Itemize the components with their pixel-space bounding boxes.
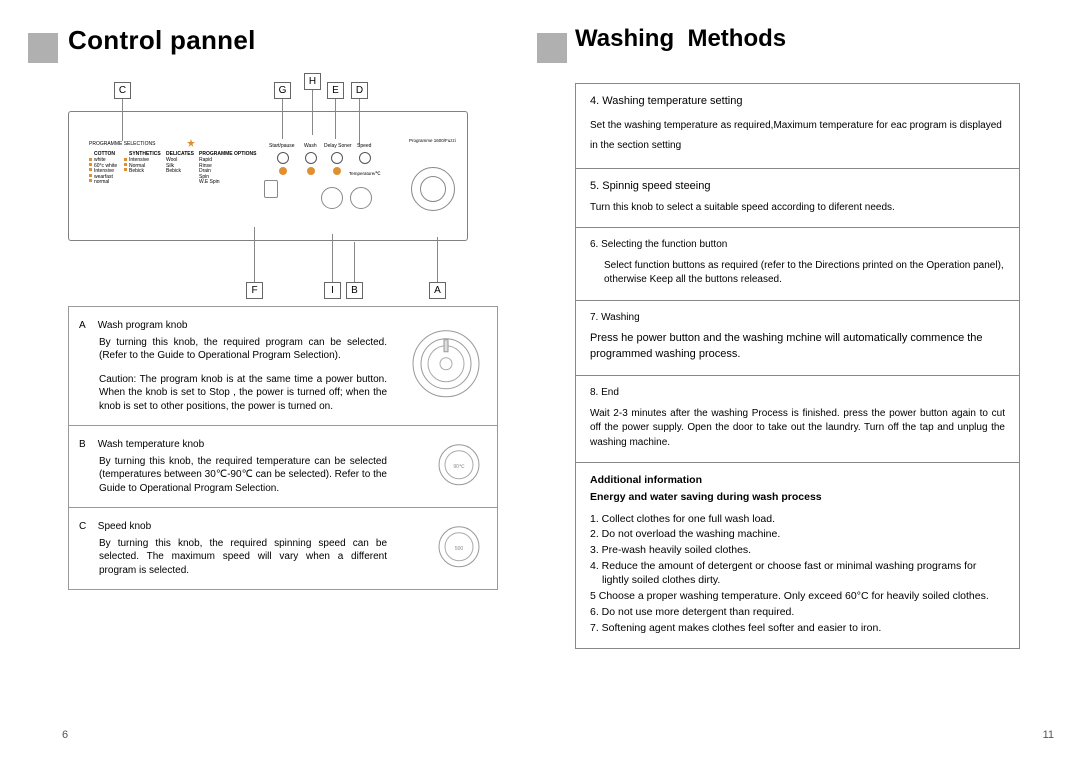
col2: IntensiveNormalBebick (129, 158, 149, 175)
table-row: A Wash program knob By turning this knob… (69, 307, 497, 426)
btn-label: Speed (357, 144, 371, 150)
lab-e: E (327, 82, 344, 99)
knob-small-img: 90℃ (436, 441, 482, 492)
lead (354, 242, 355, 282)
sec-head: 7. Washing (590, 311, 1005, 326)
col1: white60°c whiteIntensivewearfastnormal (94, 158, 117, 186)
description-table: A Wash program knob By turning this knob… (68, 306, 498, 590)
left-title: Control pannel (68, 25, 538, 56)
decor-block (28, 33, 58, 63)
sec-head: 6. Selecting the function button (590, 238, 1005, 253)
left-page: Control pannel C G H E D F I B A (68, 25, 538, 590)
row-letter: A (79, 319, 95, 333)
additional-info-subtitle: Energy and water saving during wash proc… (590, 490, 1005, 505)
decor-star (187, 139, 195, 147)
lead (122, 99, 123, 141)
tips-list: 1. Collect clothes for one full wash loa… (590, 512, 1005, 636)
lab-g: G (274, 82, 291, 99)
lead (335, 99, 336, 139)
methods-box: 4. Washing temperature setting Set the w… (575, 83, 1020, 649)
sec-head: 4. Washing temperature setting (590, 94, 1005, 110)
row-text: By turning this knob, the required tempe… (99, 455, 387, 496)
row-name: Wash temperature knob (98, 439, 204, 450)
list-item: 4. Reduce the amount of detergent or cho… (590, 559, 1005, 588)
knob-large-img (410, 328, 482, 405)
sec-text: Set the washing temperature as required,… (590, 116, 1005, 156)
page-number-left: 6 (62, 729, 68, 741)
svg-text:90℃: 90℃ (453, 463, 465, 469)
start-button (264, 180, 278, 198)
sec-head: 8. End (590, 386, 1005, 401)
section-6: 6. Selecting the function button Select … (576, 228, 1019, 301)
lead (332, 234, 333, 282)
additional-info-title: Additional information (590, 473, 1005, 488)
table-row: C Speed knob By turning this knob, the r… (69, 508, 497, 589)
labels-top: C G H E D (69, 82, 469, 107)
row-text: By turning this knob, the required spinn… (99, 537, 387, 578)
lab-a: A (429, 282, 446, 299)
sec-head: 5. Spinnig speed steeing (590, 179, 1005, 195)
lead (312, 90, 313, 135)
btn-label: Wash (304, 144, 317, 150)
row-name: Speed knob (98, 521, 151, 532)
btn-label: Delay Soner (324, 144, 352, 150)
labels-bottom: F I B A (69, 282, 469, 307)
control-panel-diagram: C G H E D F I B A (68, 111, 468, 241)
program-knob-icon (411, 167, 455, 211)
lab-h: H (304, 73, 321, 90)
sec-text: Select function buttons as required (ref… (604, 259, 1005, 288)
page-number-right: 11 (1043, 729, 1054, 741)
section-5: 5. Spinnig speed steeing Turn this knob … (576, 169, 1019, 228)
list-item: 1. Collect clothes for one full wash loa… (590, 512, 1005, 527)
lead (254, 227, 255, 282)
section-4: 4. Washing temperature setting Set the w… (576, 84, 1019, 169)
sec-text: Press he power button and the washing mc… (590, 331, 1005, 363)
row-letter: B (79, 438, 95, 452)
row-text: By turning this knob, the required progr… (99, 336, 387, 363)
temp-knob-icon (350, 187, 372, 209)
section-7: 7. Washing Press he power button and the… (576, 301, 1019, 376)
knob-small-img: 500 (436, 523, 482, 574)
sec-text: Wait 2-3 minutes after the washing Proce… (590, 407, 1005, 451)
btn-label: Start/pause (269, 144, 295, 150)
decor-block (537, 33, 567, 63)
list-item: 2. Do not overload the washing machine. (590, 527, 1005, 542)
svg-text:500: 500 (455, 545, 464, 551)
list-item: 7. Softening agent makes clothes feel so… (590, 621, 1005, 636)
speed-knob-icon (321, 187, 343, 209)
lead (282, 99, 283, 139)
row-name: Wash program knob (98, 320, 188, 331)
list-item: 3. Pre-wash heavily soiled clothes. (590, 543, 1005, 558)
section-8: 8. End Wait 2-3 minutes after the washin… (576, 376, 1019, 463)
col3: WoolSilkBebick (166, 158, 181, 175)
sec-text: Turn this knob to select a suitable spee… (590, 201, 1005, 216)
right-title: Washing Methods (575, 25, 1045, 53)
col4: RapidRinseDrainSpinW.E Spin (199, 158, 220, 186)
lab-b: B (346, 282, 363, 299)
lead (359, 99, 360, 145)
prog-title: PROGRAMME SELECTIONS (89, 142, 155, 148)
row-caution: Caution: The program knob is at the same… (99, 373, 387, 414)
prog-small: Programme 1600/Fuzzi (409, 139, 456, 144)
lab-i: I (324, 282, 341, 299)
list-item: 6. Do not use more detergent than requir… (590, 605, 1005, 620)
lab-f: F (246, 282, 263, 299)
lab-d: D (351, 82, 368, 99)
table-row: B Wash temperature knob By turning this … (69, 426, 497, 508)
temp-small: Temperature/℃ (349, 172, 381, 177)
list-item: 5 Choose a proper washing temperature. O… (590, 589, 1005, 604)
lead (437, 237, 438, 282)
section-tips: Additional information Energy and water … (576, 463, 1019, 648)
lab-c: C (114, 82, 131, 99)
right-page: Washing Methods 4. Washing temperature s… (575, 25, 1045, 649)
row-letter: C (79, 520, 95, 534)
